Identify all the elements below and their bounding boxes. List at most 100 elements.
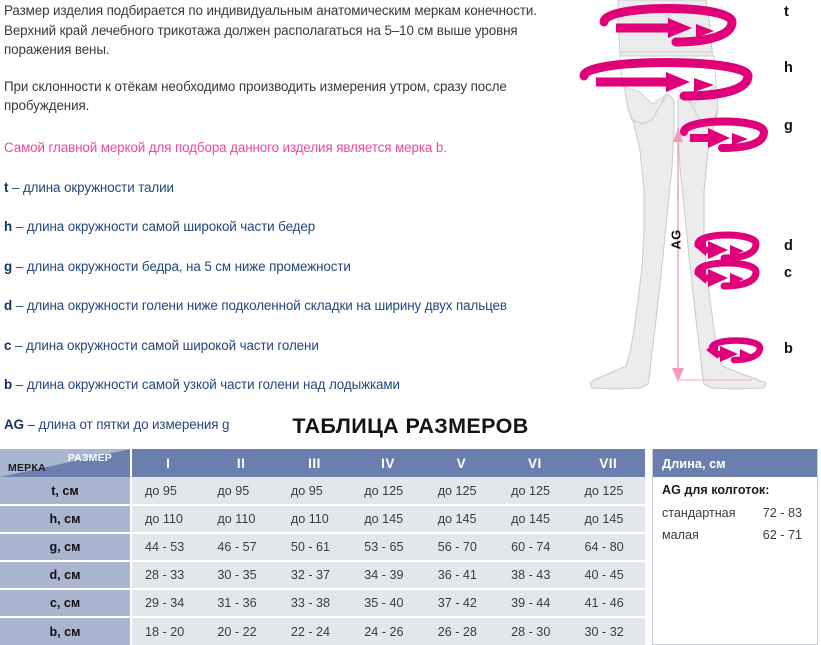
- measure-ring-g: [680, 117, 769, 152]
- legend-text-c: длина окружности самой широкой части гол…: [25, 337, 319, 353]
- cell-h-1: до 110: [131, 505, 205, 534]
- size-column-header-7: VII: [571, 449, 645, 477]
- legend-text-g: длина окружности бедра, на 5 см ниже про…: [26, 258, 351, 274]
- legend-text-d: длина окружности голени ниже подколенной…: [26, 298, 507, 314]
- legend-text-ag: длина от пятки до измерения g: [38, 416, 230, 432]
- length-row-name-standard: стандартная: [662, 506, 736, 520]
- legend-key-h: h: [4, 219, 13, 235]
- legend-dash-d: –: [12, 298, 27, 314]
- legend-item-ag: AG – длина от пятки до измерения g: [4, 415, 560, 434]
- corner-diagonal-divider: [0, 449, 130, 477]
- anatomy-illustration: t h g d c b AG: [556, 0, 821, 405]
- cell-c-4: 35 - 40: [351, 589, 425, 618]
- cell-g-6: 60 - 74: [498, 533, 572, 562]
- size-table-body: t, см до 95 до 95 до 95 до 125 до 125 до…: [0, 477, 645, 645]
- legend-key-g: g: [4, 258, 13, 274]
- legend-key-ag: AG: [4, 416, 24, 432]
- legend-dash-h: –: [12, 219, 27, 235]
- diagram-label-c: c: [784, 265, 793, 281]
- length-row-name-small: малая: [662, 528, 699, 542]
- row-label-c: c, см: [0, 589, 132, 618]
- cell-c-1: 29 - 34: [131, 589, 205, 618]
- length-row-value-small: 62 - 71: [762, 528, 802, 542]
- size-column-header-5: V: [424, 449, 499, 477]
- cell-g-7: 64 - 80: [571, 533, 645, 562]
- cell-g-2: 46 - 57: [204, 533, 278, 562]
- table-title: ТАБЛИЦА РАЗМЕРОВ: [292, 414, 529, 438]
- corner-row-label: МЕРКА: [8, 462, 46, 474]
- cell-d-5: 36 - 41: [424, 561, 499, 590]
- legend-item-d: d – длина окружности голени ниже подколе…: [4, 296, 560, 315]
- cell-b-3: 22 - 24: [277, 617, 352, 645]
- cell-d-2: 30 - 35: [204, 561, 278, 590]
- row-label-b: b, см: [0, 617, 132, 645]
- legend-text-h: длина окружности самой широкой части бед…: [26, 219, 316, 235]
- legend-key-t: t: [4, 179, 9, 195]
- cell-g-1: 44 - 53: [131, 533, 205, 562]
- description-column: Размер изделия подбирается по индивидуал…: [4, 0, 560, 432]
- top-section: Размер изделия подбирается по индивидуал…: [4, 0, 821, 432]
- table-row: t, см до 95 до 95 до 95 до 125 до 125 до…: [0, 477, 645, 506]
- size-column-header-2: II: [204, 449, 278, 477]
- cell-b-5: 26 - 28: [424, 617, 499, 645]
- cell-t-3: до 95: [277, 477, 352, 506]
- cell-g-3: 50 - 61: [277, 533, 352, 562]
- cell-g-4: 53 - 65: [351, 533, 425, 562]
- diagram-label-b: b: [784, 341, 793, 357]
- cell-h-7: до 145: [571, 505, 645, 534]
- measure-ring-c: [694, 259, 760, 290]
- legend-item-t: t – длина окружности талии: [4, 178, 560, 197]
- cell-t-6: до 125: [498, 477, 572, 506]
- size-column-header-4: IV: [351, 449, 425, 477]
- cell-b-1: 18 - 20: [131, 617, 205, 645]
- row-label-t: t, см: [0, 477, 132, 506]
- row-label-d: d, см: [0, 561, 132, 590]
- corner-col-label: РАЗМЕР: [67, 452, 112, 464]
- cell-h-6: до 145: [498, 505, 572, 534]
- legend-text-t: длина окружности талии: [22, 179, 174, 195]
- cell-t-5: до 125: [424, 477, 499, 506]
- table-row: c, см 29 - 34 31 - 36 33 - 38 35 - 40 37…: [0, 589, 645, 618]
- size-column-header-1: I: [131, 449, 205, 477]
- legend-item-g: g – длина окружности бедра, на 5 см ниже…: [4, 257, 560, 276]
- diagram-label-d: d: [784, 238, 793, 254]
- highlight-note: Самой главной меркой для подбора данного…: [4, 139, 447, 155]
- legend-item-b: b – длина окружности самой узкой части г…: [4, 375, 560, 394]
- cell-h-3: до 110: [277, 505, 352, 534]
- cell-c-6: 39 - 44: [498, 589, 572, 618]
- list-item: малая 62 - 71: [662, 528, 808, 542]
- cell-t-2: до 95: [204, 477, 278, 506]
- cell-d-3: 32 - 37: [277, 561, 352, 590]
- tables-container: РАЗМЕР МЕРКА I II III IV V VI VII t, см: [0, 449, 821, 645]
- measure-ring-b: [706, 337, 764, 364]
- legend-key-d: d: [4, 298, 13, 314]
- legend-dash-c: –: [11, 337, 26, 353]
- measure-ring-d: [694, 231, 760, 262]
- table-row: d, см 28 - 33 30 - 35 32 - 37 34 - 39 36…: [0, 561, 645, 590]
- row-label-g: g, см: [0, 533, 132, 562]
- cell-c-7: 41 - 46: [571, 589, 645, 618]
- cell-d-6: 38 - 43: [498, 561, 572, 590]
- length-row-value-standard: 72 - 83: [762, 506, 802, 520]
- size-table-head: РАЗМЕР МЕРКА I II III IV V VI VII: [0, 449, 645, 477]
- legend-dash-b: –: [12, 377, 27, 393]
- cell-h-2: до 110: [204, 505, 278, 534]
- table-row: h, см до 110 до 110 до 110 до 145 до 145…: [0, 505, 645, 534]
- legend-dash-g: –: [12, 258, 27, 274]
- size-table-header-row: РАЗМЕР МЕРКА I II III IV V VI VII: [0, 449, 645, 477]
- measure-ring-t: [599, 4, 737, 47]
- size-table-corner-cell: РАЗМЕР МЕРКА: [0, 449, 132, 477]
- cell-t-7: до 125: [571, 477, 645, 506]
- row-label-h: h, см: [0, 505, 132, 534]
- legend-dash-ag: –: [23, 416, 39, 432]
- diagram-label-t: t: [784, 4, 789, 20]
- cell-h-5: до 145: [424, 505, 499, 534]
- cell-d-4: 34 - 39: [351, 561, 425, 590]
- legend-key-b: b: [4, 377, 13, 393]
- list-item: стандартная 72 - 83: [662, 506, 808, 520]
- cell-g-5: 56 - 70: [424, 533, 499, 562]
- size-column-header-6: VI: [498, 449, 572, 477]
- cell-b-4: 24 - 26: [351, 617, 425, 645]
- size-column-header-3: III: [277, 449, 352, 477]
